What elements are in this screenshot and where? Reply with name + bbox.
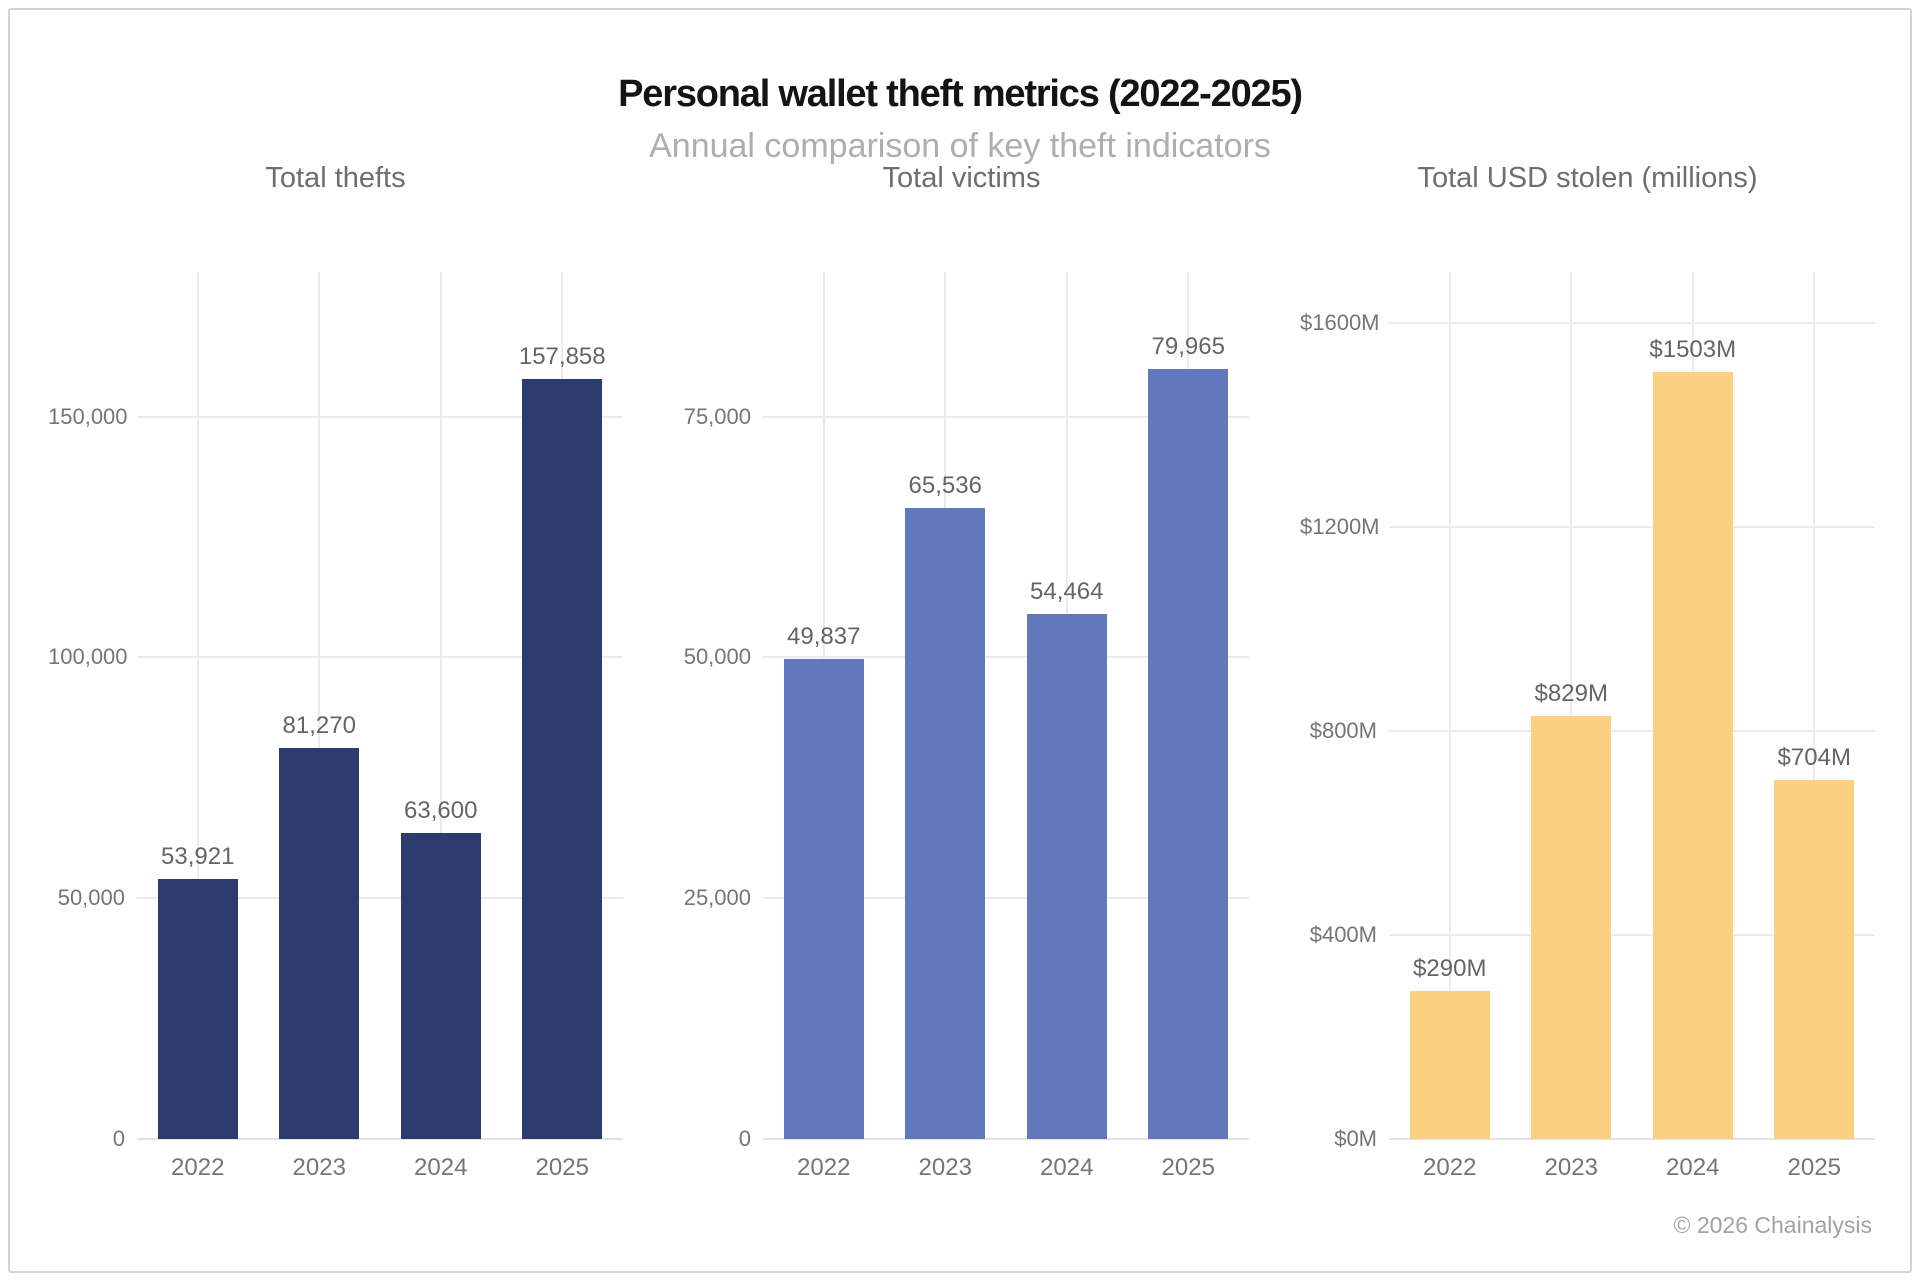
bar-value-label: $704M (1777, 743, 1851, 771)
gridline (763, 656, 1249, 659)
bar-2022 (1409, 991, 1490, 1139)
y-tick-label: $800M (1309, 718, 1377, 743)
chart-title: Total victims (882, 162, 1041, 194)
y-tick-label: 50,000 (57, 885, 125, 911)
gridline (1389, 526, 1875, 528)
bar-2024 (400, 832, 481, 1139)
gridline (763, 897, 1249, 900)
x-tick-label: 2023 (292, 1154, 346, 1181)
y-tick-label: $1200M (1300, 514, 1380, 539)
chart-panel-1: Total thefts 0 50,000 100,000 150,000 53,921 2… (48, 160, 623, 1220)
x-axis-line (1389, 1138, 1875, 1140)
x-tick-label: 2023 (918, 1154, 972, 1181)
bar-2024 (1652, 372, 1733, 1139)
bar-2023 (1531, 716, 1612, 1139)
v-gridline (1570, 272, 1573, 1139)
x-tick-label: 2024 (414, 1154, 468, 1181)
chart-panel-3: Total USD stolen (millions) $0M $400M $800M… (1300, 160, 1875, 1220)
bar-2025 (1148, 368, 1229, 1139)
y-tick-label: $1600M (1300, 310, 1380, 335)
bar-value-label: 157,858 (518, 342, 606, 370)
gridline (763, 415, 1249, 418)
bar-2022 (783, 658, 864, 1139)
bar-2025 (522, 378, 603, 1139)
y-tick-label: 100,000 (48, 644, 128, 670)
bar-value-label: $829M (1534, 680, 1608, 708)
v-gridline (439, 272, 442, 1139)
y-tick-label: 25,000 (683, 885, 751, 911)
bar-2023 (279, 747, 360, 1139)
y-tick-label: 50,000 (683, 644, 751, 670)
chart-title: Total thefts (265, 162, 406, 194)
gridline (137, 415, 623, 418)
y-tick-label: 75,000 (683, 403, 751, 429)
v-gridline (196, 272, 199, 1139)
x-tick-label: 2024 (1040, 1154, 1094, 1181)
chart-title: Total USD stolen (millions) (1417, 162, 1758, 194)
page-title: Personal wallet theft metrics (2022-2025… (618, 73, 1303, 116)
y-tick-label: $400M (1309, 922, 1377, 947)
gridline (137, 897, 623, 900)
bar-value-label: $290M (1413, 955, 1487, 983)
y-tick-label: 150,000 (48, 403, 128, 429)
bar-2025 (1774, 779, 1855, 1139)
y-tick-label: 0 (738, 1126, 751, 1151)
bar-2022 (157, 879, 238, 1139)
v-gridline (1813, 272, 1816, 1139)
bar-value-label: 49,837 (787, 622, 861, 650)
gridline (1389, 322, 1875, 324)
bar-value-label: $1503M (1649, 336, 1737, 364)
copyright-credit: © 2026 Chainalysis (1673, 1212, 1873, 1238)
bar-value-label: 53,921 (161, 843, 235, 871)
x-tick-label: 2023 (1544, 1154, 1598, 1181)
y-tick-label: 0 (112, 1126, 125, 1151)
gridline (137, 656, 623, 659)
x-axis-line (137, 1138, 623, 1140)
x-tick-label: 2025 (1161, 1154, 1215, 1181)
gridline (1389, 934, 1875, 936)
x-tick-label: 2025 (535, 1154, 589, 1181)
x-tick-label: 2022 (171, 1154, 225, 1181)
v-gridline (318, 272, 321, 1139)
bar-2023 (905, 507, 986, 1139)
x-tick-label: 2022 (797, 1154, 851, 1181)
y-tick-label: $0M (1334, 1126, 1377, 1151)
bar-2024 (1026, 614, 1107, 1139)
chart-panel-2: Total victims 0 25,000 50,000 75,000 49,837 20… (674, 160, 1249, 1220)
page-subtitle: Annual comparison of key theft indicator… (649, 127, 1271, 166)
x-tick-label: 2025 (1787, 1154, 1841, 1181)
bar-value-label: 81,270 (282, 711, 356, 739)
x-tick-label: 2022 (1423, 1154, 1477, 1181)
x-tick-label: 2024 (1666, 1154, 1720, 1181)
gridline (1389, 730, 1875, 732)
v-gridline (1448, 272, 1451, 1139)
bar-value-label: 79,965 (1151, 332, 1225, 360)
bar-value-label: 65,536 (908, 471, 982, 499)
x-axis-line (763, 1138, 1249, 1140)
bar-value-label: 54,464 (1030, 578, 1104, 606)
bar-value-label: 63,600 (404, 796, 478, 824)
